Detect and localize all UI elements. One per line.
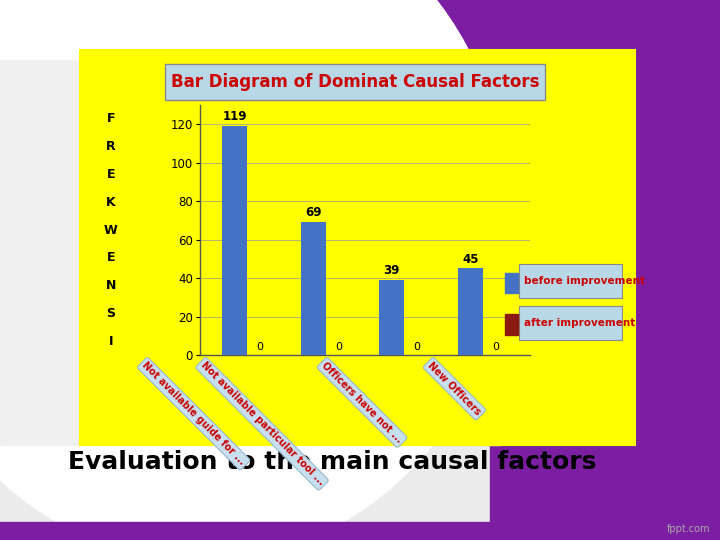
Text: W: W	[104, 224, 118, 237]
Text: Officers have not ...: Officers have not ...	[320, 360, 405, 445]
Text: Not available particular tool ...: Not available particular tool ...	[199, 360, 325, 488]
Text: S: S	[107, 307, 115, 320]
Text: before improvement: before improvement	[524, 276, 645, 286]
Bar	[505, 314, 518, 334]
Bar	[222, 126, 247, 355]
Bar	[458, 268, 483, 355]
Bar	[0, 522, 720, 540]
FancyBboxPatch shape	[519, 264, 621, 298]
Text: Not available guide for ...: Not available guide for ...	[140, 360, 247, 467]
Text: after improvement: after improvement	[524, 318, 636, 328]
Text: I: I	[109, 335, 113, 348]
Text: E: E	[107, 251, 115, 264]
Text: 119: 119	[222, 110, 247, 123]
FancyBboxPatch shape	[165, 64, 545, 100]
Bar	[80, 50, 635, 445]
Text: Evaluation to the main causal factors: Evaluation to the main causal factors	[68, 450, 596, 474]
Text: 0: 0	[335, 342, 342, 352]
Ellipse shape	[0, 0, 510, 540]
Text: F: F	[107, 112, 115, 125]
Text: Bar Diagram of Dominat Causal Factors: Bar Diagram of Dominat Causal Factors	[171, 73, 539, 91]
Text: 39: 39	[384, 264, 400, 277]
Bar	[490, 0, 720, 540]
Bar	[0, 0, 720, 60]
Text: New Officers: New Officers	[426, 360, 483, 417]
Text: fppt.com: fppt.com	[667, 524, 710, 534]
Bar	[0, 60, 500, 445]
Text: N: N	[106, 279, 116, 292]
Bar	[300, 222, 325, 355]
Text: 0: 0	[256, 342, 264, 352]
Text: 0: 0	[413, 342, 420, 352]
Text: R: R	[106, 140, 116, 153]
Bar	[505, 273, 518, 293]
FancyBboxPatch shape	[519, 306, 621, 340]
Text: 69: 69	[305, 206, 321, 219]
Bar	[379, 280, 405, 355]
Text: 0: 0	[492, 342, 499, 352]
Text: E: E	[107, 168, 115, 181]
Text: K: K	[106, 195, 116, 209]
Text: 45: 45	[462, 253, 479, 266]
